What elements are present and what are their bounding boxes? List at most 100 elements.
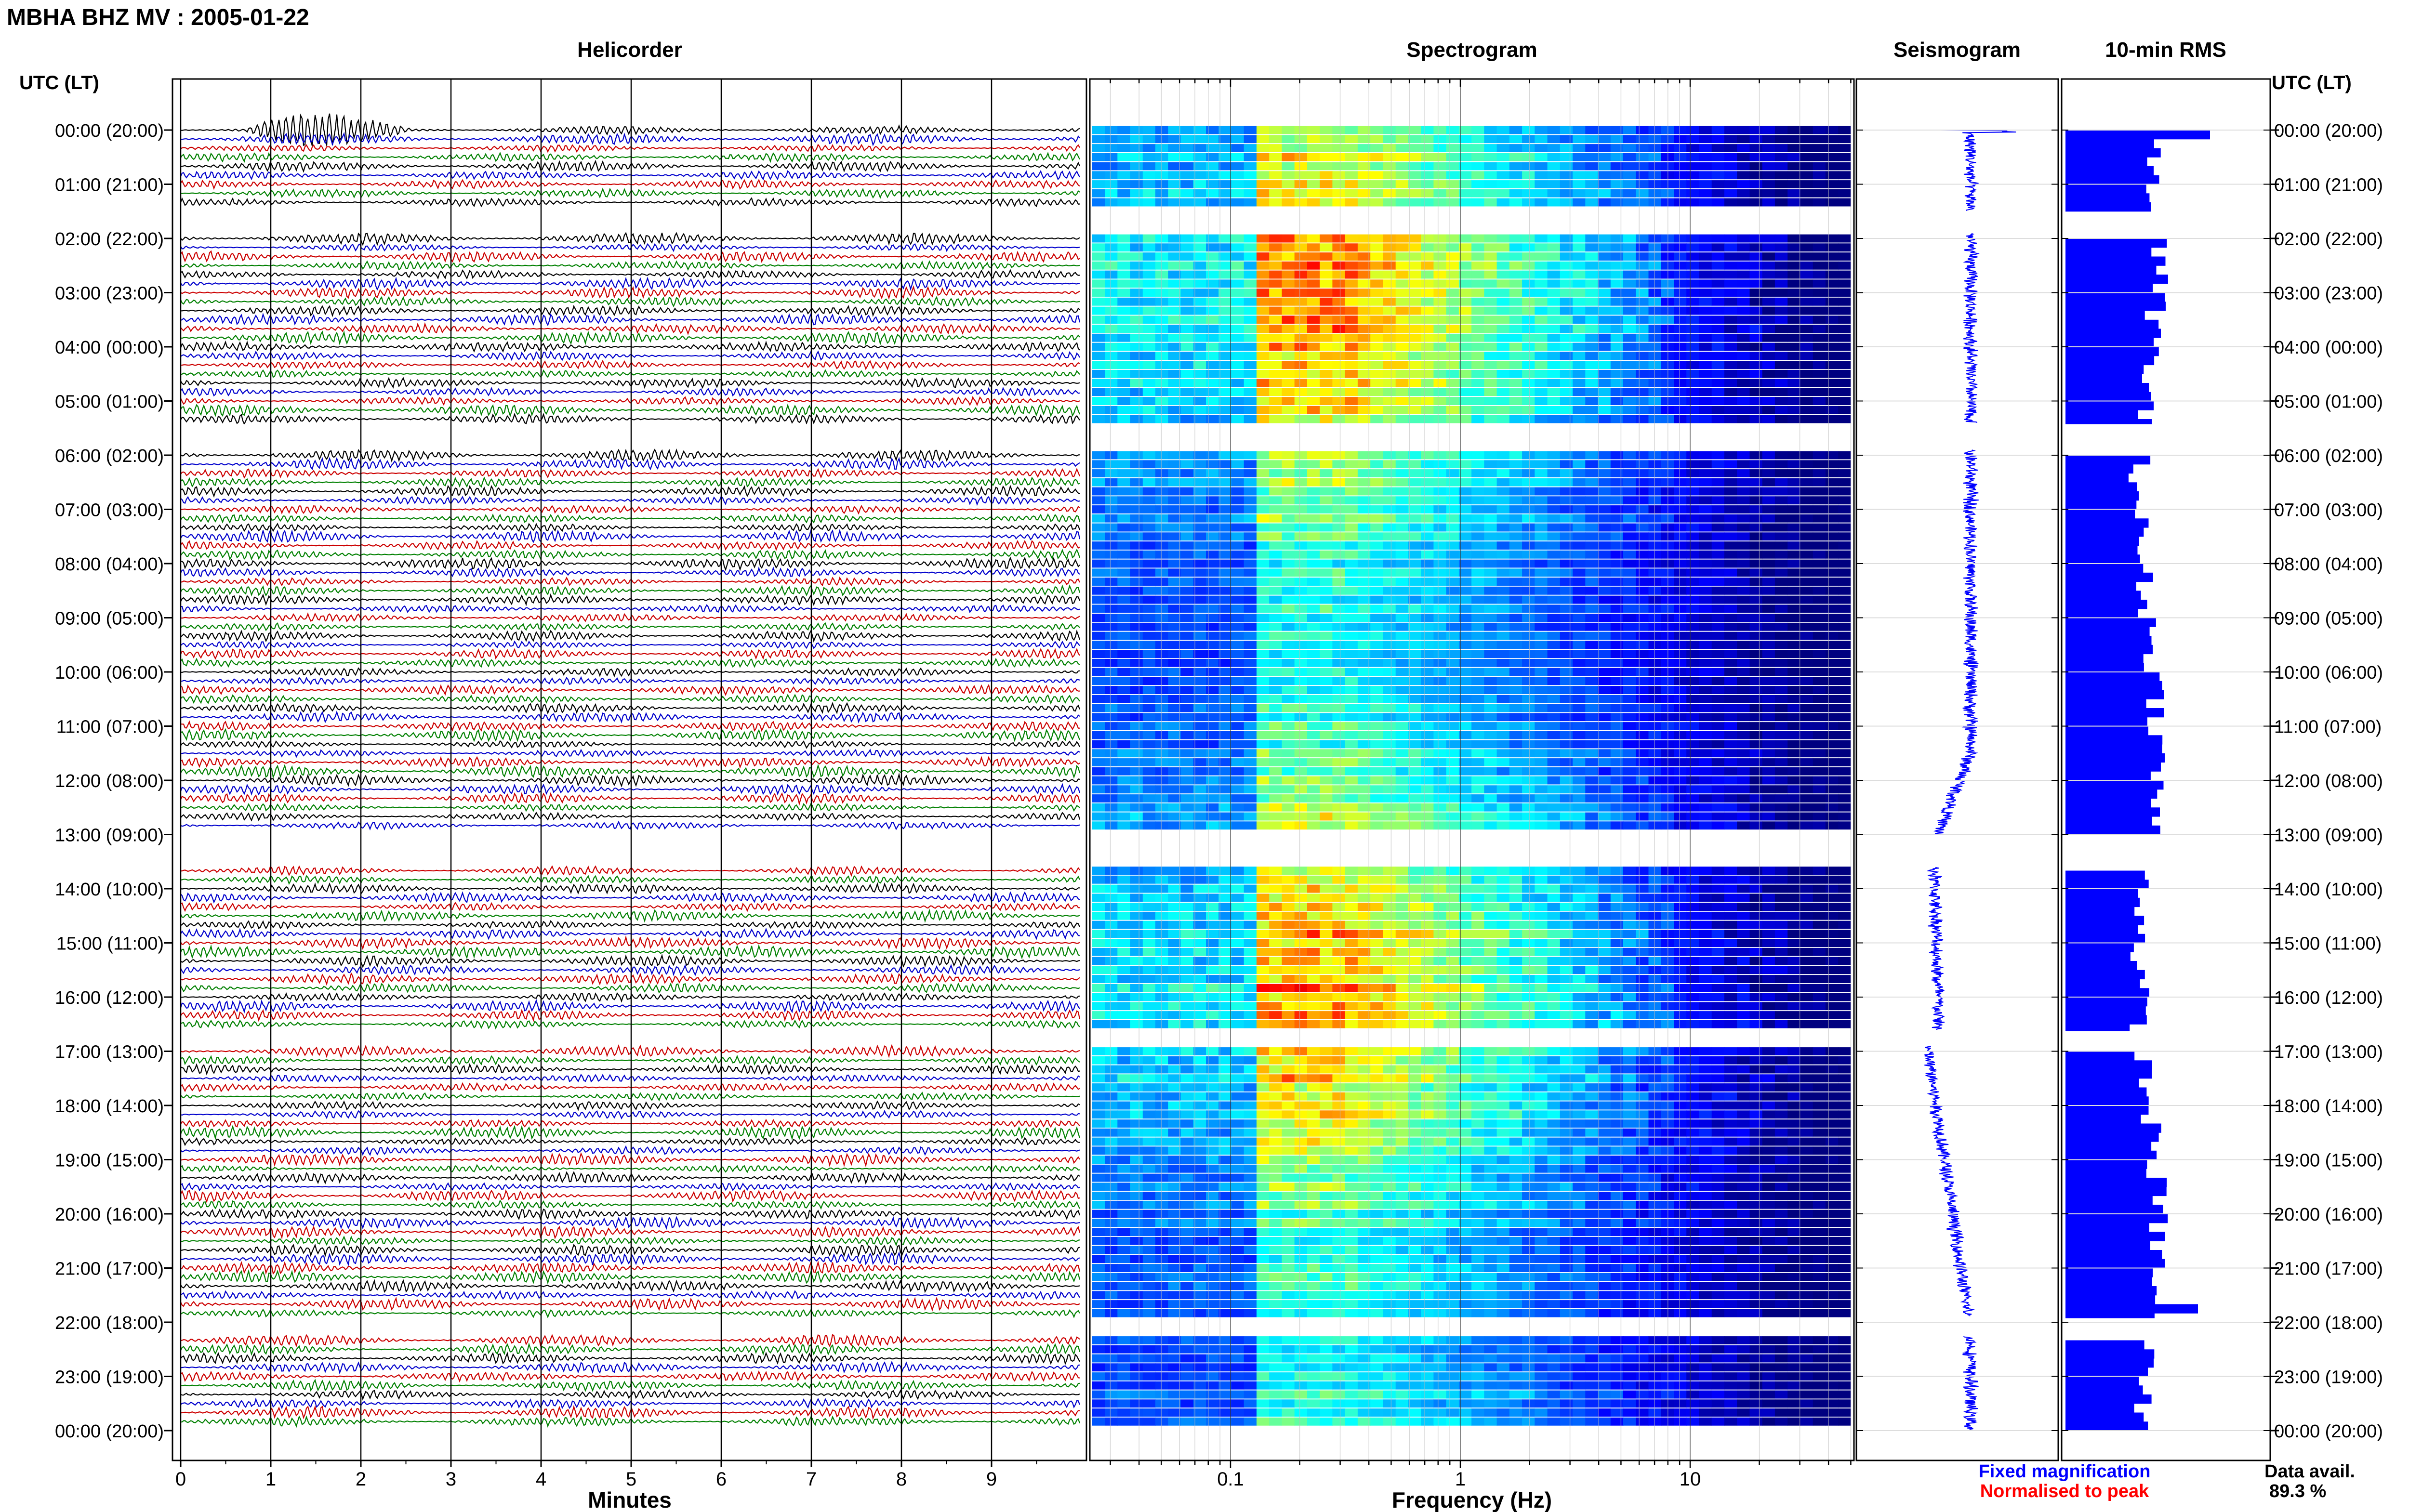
spectrogram-cell: [1724, 605, 1737, 613]
spectrogram-cell: [1332, 677, 1346, 685]
spectrogram-cell: [1711, 514, 1725, 523]
spectrogram-cell: [1357, 153, 1371, 161]
spectrogram-cell: [1257, 794, 1270, 802]
spectrogram-cell: [1598, 568, 1611, 577]
spectrogram-cell: [1117, 369, 1131, 378]
spectrogram-cell: [1522, 352, 1535, 360]
spectrogram-cell: [1458, 677, 1472, 685]
spectrogram-cell: [1357, 261, 1371, 270]
spectrogram-cell: [1446, 641, 1459, 649]
spectrogram-cell: [1610, 316, 1624, 324]
spectrogram-cell: [1244, 614, 1257, 622]
spectrogram-cell: [1092, 704, 1105, 712]
spectrogram-cell: [1294, 252, 1308, 261]
spectrogram-cell: [1320, 361, 1333, 369]
spectrogram-cell: [1105, 234, 1118, 243]
spectrogram-cell: [1762, 135, 1775, 144]
spectrogram-cell: [1800, 731, 1813, 739]
spectrogram-cell: [1395, 243, 1409, 252]
spectrogram-cell: [1408, 884, 1421, 893]
spectrogram-cell: [1395, 369, 1409, 378]
spectrogram-cell: [1395, 867, 1409, 875]
spectrogram-cell: [1522, 550, 1535, 559]
spectrogram-cell: [1813, 867, 1826, 875]
spectrogram-cell: [1408, 713, 1421, 722]
spectrogram-cell: [1711, 234, 1725, 243]
spectrogram-cell: [1370, 559, 1383, 568]
helicorder-trace: [180, 1054, 1080, 1066]
spectrogram-cell: [1535, 614, 1548, 622]
spectrogram-cell: [1484, 361, 1497, 369]
spectrogram-cell: [1269, 270, 1282, 279]
spectrogram-cell: [1193, 289, 1206, 297]
spectrogram-cell: [1547, 325, 1561, 333]
spectrogram-cell: [1130, 541, 1143, 550]
spectrogram-cell: [1800, 261, 1813, 270]
spectrogram-cell: [1218, 631, 1231, 640]
spectrogram-cell: [1332, 342, 1346, 351]
spectrogram-cell: [1446, 875, 1459, 884]
spectrogram-cell: [1092, 126, 1105, 134]
spectrogram-cell: [1585, 586, 1599, 595]
spectrogram-cell: [1522, 713, 1535, 722]
spectrogram-cell: [1838, 487, 1851, 496]
spectrogram-cell: [1535, 478, 1548, 486]
spectrogram-cell: [1269, 939, 1282, 947]
spectrogram-cell: [1471, 776, 1484, 785]
spectrogram-cell: [1231, 397, 1244, 405]
spectrogram-cell: [1155, 316, 1168, 324]
spectrogram-cell: [1610, 686, 1624, 694]
spectrogram-cell: [1484, 171, 1497, 180]
spectrogram-cell: [1509, 306, 1522, 315]
spectrogram-cell: [1307, 875, 1320, 884]
spectrogram-cell: [1522, 812, 1535, 821]
spectrogram-cell: [1547, 361, 1561, 369]
spectrogram-cell: [1446, 279, 1459, 288]
spectrogram-cell: [1320, 631, 1333, 640]
spectrogram-cell: [1421, 622, 1434, 631]
spectrogram-cell: [1711, 767, 1725, 776]
spectrogram-cell: [1825, 261, 1839, 270]
spectrogram-cell: [1257, 875, 1270, 884]
spectrogram-cell: [1623, 316, 1636, 324]
spectrogram-cell: [1573, 550, 1586, 559]
spectrogram-cell: [1825, 279, 1839, 288]
spectrogram-cell: [1307, 568, 1320, 577]
spectrogram-cell: [1496, 451, 1510, 460]
spectrogram-cell: [1257, 460, 1270, 469]
spectrogram-cell: [1421, 478, 1434, 486]
spectrogram-cell: [1244, 451, 1257, 460]
spectrogram-cell: [1105, 135, 1118, 144]
spectrogram-cell: [1282, 749, 1295, 758]
spectrogram-cell: [1307, 306, 1320, 315]
spectrogram-cell: [1357, 514, 1371, 523]
spectrogram-cell: [1421, 162, 1434, 171]
spectrogram-cell: [1471, 153, 1484, 161]
spectrogram-cell: [1395, 821, 1409, 830]
spectrogram-cell: [1206, 578, 1219, 586]
spectrogram-cell: [1636, 731, 1649, 739]
spectrogram-cell: [1395, 325, 1409, 333]
spectrogram-cell: [1320, 695, 1333, 703]
spectrogram-cell: [1357, 388, 1371, 396]
spectrogram-cell: [1294, 884, 1308, 893]
spectrogram-cell: [1395, 162, 1409, 171]
spectrogram-cell: [1648, 794, 1662, 802]
spectrogram-cell: [1307, 460, 1320, 469]
spectrogram-cell: [1345, 153, 1358, 161]
spectrogram-cell: [1825, 884, 1839, 893]
spectrogram-cell: [1762, 713, 1775, 722]
spectrogram-cell: [1573, 785, 1586, 794]
spectrogram-cell: [1218, 939, 1231, 947]
spectrogram-cell: [1484, 252, 1497, 261]
spectrogram-cell: [1383, 162, 1396, 171]
spectrogram-cell: [1269, 622, 1282, 631]
spectrogram-cell: [1686, 731, 1699, 739]
spectrogram-cell: [1838, 388, 1851, 396]
spectrogram-cell: [1535, 306, 1548, 315]
spectrogram-cell: [1395, 270, 1409, 279]
spectrogram-cell: [1168, 289, 1181, 297]
spectrogram-cell: [1383, 144, 1396, 152]
spectrogram-cell: [1699, 171, 1712, 180]
spectrogram-cell: [1484, 234, 1497, 243]
